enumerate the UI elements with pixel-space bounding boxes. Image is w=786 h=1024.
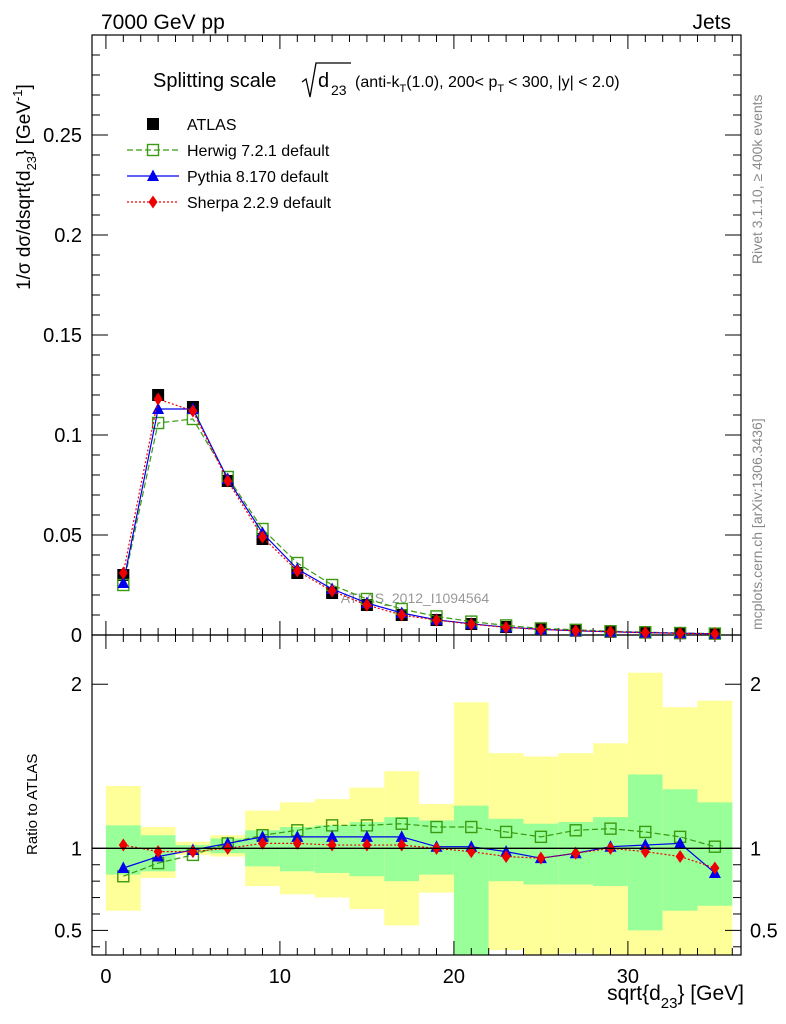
pythia-ratio-point (395, 830, 408, 842)
process-label: Jets (692, 11, 731, 34)
herwig-ratio-point (604, 822, 617, 835)
sherpa-ratio-point (292, 836, 302, 850)
title-suffix: (anti-kT(1.0), 200< pT < 300, |y| < 2.0) (355, 74, 620, 95)
main-y-tick-label: 0 (71, 625, 82, 647)
x-tick-label: 20 (443, 966, 465, 988)
main-y-tick-label: 0.15 (43, 325, 82, 347)
sherpa-ratio-point (571, 846, 581, 860)
legend-label-pythia: Pythia 8.170 default (187, 169, 329, 186)
sherpa-main-line (122, 398, 715, 635)
herwig-ratio-point (639, 825, 652, 839)
herwig-ratio-point (569, 824, 582, 837)
x-tick-label: 30 (617, 966, 639, 988)
ratio-y-axis-label: Ratio to ATLAS (24, 754, 41, 855)
ratio-y-tick-label-right: 0.5 (750, 920, 778, 942)
ratio-y-tick-label: 1 (71, 838, 82, 860)
title-prefix: Splitting scale (153, 70, 276, 92)
legend-marker-herwig (146, 143, 160, 157)
sherpa-main-point (397, 608, 407, 622)
sherpa-main-point (118, 566, 128, 580)
ratio-y-tick-label-right: 2 (750, 674, 761, 696)
sherpa-main-point (292, 564, 302, 578)
legend-label-herwig: Herwig 7.2.1 default (187, 143, 330, 160)
title-sqrt-arg: d (318, 70, 329, 92)
sherpa-main-point (258, 530, 268, 544)
x-axis-label: sqrt{d23} [GeV] (607, 982, 744, 1012)
ratio-y-tick-label: 0.5 (54, 920, 82, 942)
sherpa-main-point (153, 392, 163, 406)
herwig-ratio-point (499, 825, 513, 839)
sherpa-ratio-line (123, 842, 716, 869)
herwig-ratio-point (534, 830, 548, 844)
sherpa-main-point (432, 613, 442, 627)
sherpa-ratio-point (536, 851, 546, 865)
sherpa-main-point (536, 622, 546, 636)
sherpa-main-point (327, 584, 337, 598)
legend: ATLAS Herwig 7.2.1 default Pythia 8.170 de… (127, 117, 332, 212)
pythia-main-point (117, 576, 130, 588)
herwig-ratio-point (395, 817, 408, 830)
main-y-axis: 0 0.05 0.1 0.15 0.2 0.25 (43, 34, 741, 647)
pythia-ratio-point (117, 861, 130, 874)
legend-marker-pythia (147, 169, 159, 181)
herwig-ratio-point (708, 840, 722, 853)
pythia-ratio-point (360, 830, 373, 842)
x-tick-label: 10 (269, 966, 291, 988)
ratio-y-tick-label: 2 (71, 674, 82, 696)
inner-band-bin (697, 802, 733, 906)
main-y-tick-label: 0.05 (43, 525, 82, 547)
legend-label-atlas: ATLAS (187, 117, 237, 134)
x-tick-label: 0 (100, 966, 111, 988)
herwig-main-point (151, 416, 165, 430)
herwig-ratio-point (465, 820, 478, 834)
sherpa-main-point (188, 404, 198, 418)
legend-marker-atlas (147, 118, 159, 130)
sherpa-main-point (571, 624, 581, 638)
sherpa-main-point (223, 474, 233, 488)
legend-label-sherpa: Sherpa 2.2.9 default (187, 195, 332, 212)
sherpa-main-point (466, 617, 476, 631)
pythia-ratio-point (639, 838, 652, 851)
pythia-ratio-point (256, 830, 269, 842)
ratio-uncertainty-bands (105, 672, 733, 955)
pythia-ratio-point (674, 836, 687, 849)
sherpa-main-point (501, 620, 511, 634)
sherpa-ratio-point (675, 850, 685, 864)
main-series-group (117, 389, 722, 641)
main-y-tick-label: 0.1 (54, 425, 82, 447)
title-sqrt-sub: 23 (331, 82, 347, 98)
sherpa-main-point (606, 625, 616, 639)
main-y-tick-label: 0.25 (43, 125, 82, 147)
sherpa-ratio-point (258, 836, 268, 850)
ratio-y-tick-label-right: 1 (750, 838, 761, 860)
mcplots-reference-label: mcplots.cern.ch [arXiv:1306.3436] (749, 418, 765, 630)
pythia-ratio-point (326, 830, 339, 842)
sherpa-ratio-point (501, 850, 511, 864)
plot-title: Splitting scale d 23 (anti-kT(1.0), 200<… (153, 62, 620, 98)
pythia-ratio-line (123, 836, 716, 874)
sherpa-main-point (362, 598, 372, 612)
sherpa-ratio-point (710, 861, 720, 875)
main-y-tick-label: 0.2 (54, 225, 82, 247)
ratio-plot-frame (91, 634, 742, 956)
inner-band-bin (662, 789, 698, 911)
inner-band-bin (453, 805, 489, 955)
main-y-axis-label: 1/σ dσ/dsqrt{d23} [GeV-1] (10, 84, 39, 290)
sherpa-main-point (640, 626, 650, 640)
pythia-ratio-point (291, 830, 304, 842)
sherpa-main-point (675, 626, 685, 640)
legend-marker-sherpa (148, 195, 158, 209)
herwig-ratio-point (430, 820, 443, 834)
rivet-version-label: Rivet 3.1.10, ≥ 400k events (749, 94, 765, 264)
sherpa-main-point (710, 627, 720, 641)
collision-label: 7000 GeV pp (101, 11, 225, 34)
sqrt-symbol (301, 62, 351, 98)
